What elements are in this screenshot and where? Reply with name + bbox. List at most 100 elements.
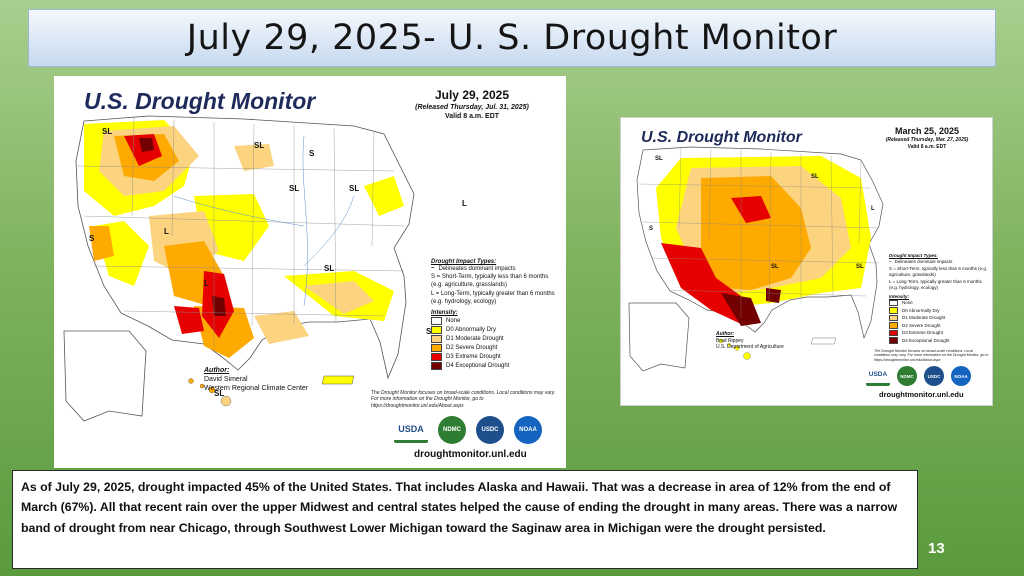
- map-label: L: [462, 199, 467, 208]
- swatch-none: [431, 317, 442, 325]
- map-label: L: [164, 227, 169, 236]
- author-name: David Simeral: [204, 376, 248, 384]
- legend-item-d2: D2 Severe Drought: [431, 344, 561, 352]
- map-label: SL: [214, 389, 224, 398]
- swatch-none: [889, 299, 898, 306]
- legend-item-d2: D2 Severe Drought: [889, 322, 989, 329]
- map-valid: Valid 8 a.m. EDT: [444, 113, 500, 120]
- legend-long-term: L = Long-Term, typically greater than 6 …: [889, 279, 982, 290]
- slide-title-bar: July 29, 2025- U. S. Drought Monitor: [28, 9, 996, 67]
- site-url: droughtmonitor.unl.edu: [414, 449, 527, 460]
- swatch-d1: [889, 314, 898, 321]
- legend-label: D0 Abnormally Dry: [446, 327, 497, 333]
- site-url: droughtmonitor.unl.edu: [879, 390, 964, 399]
- map-label: SL: [289, 184, 299, 193]
- delineates-line-icon: ~: [889, 259, 892, 264]
- map-valid: Valid 8 a.m. EDT: [907, 144, 947, 150]
- author-heading: Author:: [204, 367, 230, 374]
- swatch-d4: [431, 362, 442, 370]
- summary-text: As of July 29, 2025, drought impacted 45…: [21, 480, 898, 535]
- map-legend: Drought Impact Types: ~ Delineates domin…: [431, 259, 561, 370]
- legend-label: None: [446, 318, 461, 324]
- map-label: S: [309, 149, 315, 158]
- map-label: SL: [254, 141, 264, 150]
- map-label: SL: [856, 264, 864, 270]
- hawaii-islands: [718, 338, 751, 360]
- author-org: U.S. Department of Agriculture: [716, 344, 784, 350]
- map-legend: Drought Impact Types: ~ Delineates domin…: [889, 253, 989, 344]
- swatch-d3: [889, 329, 898, 336]
- noaa-logo: NOAA: [951, 366, 971, 386]
- map-label: SL: [324, 264, 334, 273]
- legend-item-d3: D3 Extreme Drought: [889, 329, 989, 336]
- legend-label: D3 Extreme Drought: [446, 354, 501, 360]
- legend-item-d4: D4 Exceptional Drought: [431, 362, 561, 370]
- map-label: SL: [102, 127, 112, 136]
- legend-item-d1: D1 Moderate Drought: [889, 314, 989, 321]
- puerto-rico: [810, 337, 837, 345]
- agency-logos: USDA NDMC USDC NOAA: [866, 366, 971, 386]
- swatch-d2: [889, 322, 898, 329]
- legend-delineates: Delineates dominant impacts: [438, 266, 516, 272]
- map-note: The Drought Monitor focuses on broad-sca…: [371, 390, 556, 409]
- legend-label: D4 Exceptional Drought: [902, 337, 950, 343]
- legend-item-d0: D0 Abnormally Dry: [889, 307, 989, 314]
- legend-short-term: S = Short-Term, typically less than 6 mo…: [889, 266, 988, 277]
- noaa-logo: NOAA: [514, 416, 542, 444]
- map-released: (Released Thursday, Jul. 31, 2025): [415, 104, 529, 111]
- legend-label: D3 Extreme Drought: [902, 330, 944, 336]
- alaska-inset: [63, 330, 147, 422]
- legend-item-d0: D0 Abnormally Dry: [431, 326, 561, 334]
- map-label: L: [204, 279, 209, 288]
- summary-text-box: As of July 29, 2025, drought impacted 45…: [12, 470, 918, 569]
- legend-short-term: S = Short-Term, typically less than 6 mo…: [431, 274, 549, 288]
- usdc-logo: USDC: [476, 416, 504, 444]
- legend-impact-heading: Drought Impact Types:: [889, 253, 938, 258]
- legend-item-none: None: [889, 299, 989, 306]
- map-label: SL: [349, 184, 359, 193]
- map-note: The Drought Monitor focuses on broad-sca…: [874, 349, 989, 362]
- map-author: Author: David Simeral Western Regional C…: [204, 366, 308, 393]
- legend-impact-heading: Drought Impact Types:: [431, 259, 497, 265]
- map-author: Author: Brad Rippey U.S. Department of A…: [716, 331, 784, 351]
- map-label: SL: [655, 156, 663, 162]
- legend-intensity-heading: Intensity:: [889, 293, 910, 299]
- usdc-logo: USDC: [924, 366, 944, 386]
- map-label: SL: [771, 264, 779, 270]
- rivers: [173, 135, 355, 307]
- slide-number: 13: [928, 540, 945, 557]
- ndmc-logo: NDMC: [438, 416, 466, 444]
- legend-intensity-heading: Intensity:: [431, 310, 458, 316]
- author-name: Brad Rippey: [716, 337, 744, 344]
- legend-label: D2 Severe Drought: [446, 345, 498, 351]
- legend-label: D0 Abnormally Dry: [902, 307, 940, 313]
- slide-title: July 29, 2025- U. S. Drought Monitor: [186, 18, 838, 58]
- legend-item-d4: D4 Exceptional Drought: [889, 337, 989, 344]
- legend-item-d1: D1 Moderate Drought: [431, 335, 561, 343]
- delineates-line-icon: ~: [431, 266, 435, 272]
- swatch-d1: [431, 335, 442, 343]
- legend-item-none: None: [431, 317, 561, 325]
- agency-logos: USDA NDMC USDC NOAA: [394, 416, 542, 444]
- swatch-d4: [889, 337, 898, 344]
- author-org: Western Regional Climate Center: [204, 385, 309, 393]
- ndmc-logo: NDMC: [897, 366, 917, 386]
- legend-label: D4 Exceptional Drought: [446, 363, 510, 369]
- map-date: March 25, 2025: [894, 126, 960, 136]
- us-map-graphic-march: SL SL SL L S SL: [628, 146, 884, 372]
- alaska-inset: [628, 302, 690, 372]
- drought-map-march: SL SL SL L S SL U.S. Drought Monitor Mar…: [620, 117, 993, 406]
- swatch-d2: [431, 344, 442, 352]
- us-map-graphic-july: SL SL SL SL SL L L L S S SL SL: [63, 115, 467, 422]
- state-boundaries: [638, 147, 880, 318]
- map-title: U.S. Drought Monitor: [84, 88, 316, 114]
- map-label: L: [871, 206, 875, 212]
- map-date-block: July 29, 2025 (Released Thursday, Jul. 3…: [392, 88, 552, 120]
- drought-map-july: SL SL SL SL SL L L L S S SL SL U.S. Drou…: [54, 76, 566, 468]
- legend-label: D1 Moderate Drought: [902, 315, 946, 321]
- legend-label: D1 Moderate Drought: [446, 336, 504, 342]
- legend-label: D2 Severe Drought: [902, 322, 941, 328]
- map-title: U.S. Drought Monitor: [641, 129, 802, 146]
- hawaii-islands: [188, 378, 232, 407]
- legend-long-term: L = Long-Term, typically greater than 6 …: [431, 291, 555, 305]
